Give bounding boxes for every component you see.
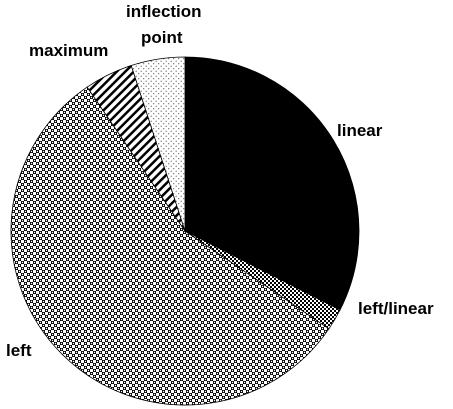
slice-label-maximum: maximum — [29, 41, 108, 60]
slice-label-linear: linear — [337, 121, 383, 140]
slice-label-left-linear: left/linear — [358, 299, 434, 318]
slice-label-left: left — [6, 341, 32, 360]
slice-label-inflection-line2: point — [141, 28, 183, 47]
slice-label-inflection-line1: inflection — [126, 2, 202, 21]
pie-slices — [10, 56, 360, 406]
pie-slice-inflection-point — [130, 56, 186, 232]
pie-slice-left — [10, 86, 330, 406]
pie-slice-linear — [184, 56, 360, 311]
slice-label-inflection-point: inflection point — [126, 2, 206, 47]
